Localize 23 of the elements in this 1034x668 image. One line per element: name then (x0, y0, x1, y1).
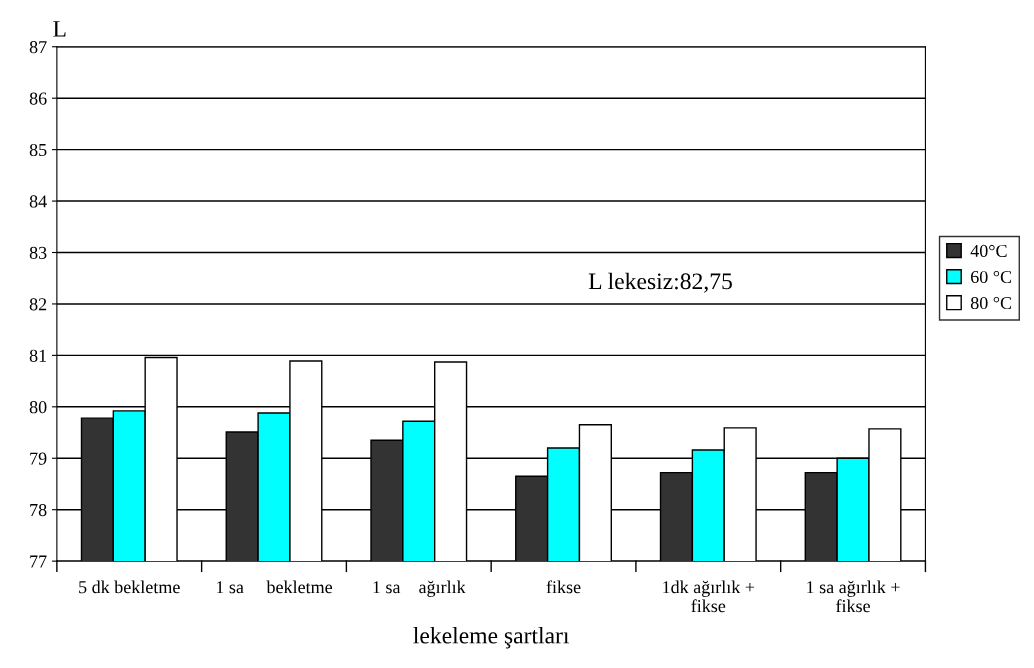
x-tick-label: fikse (546, 580, 581, 594)
legend-label: 80 °C (970, 296, 1012, 310)
y-axis-title: L (53, 21, 66, 37)
y-tick-label: 87 (29, 41, 47, 54)
x-tick-label: 1dk ağırlık + fikse (663, 580, 755, 613)
x-tick-label: 1 sa bekletme (216, 580, 333, 594)
y-tick-label: 86 (29, 92, 47, 105)
x-axis-title: lekeleme şartları (413, 626, 570, 649)
annotation: L lekesiz:82,75 (588, 272, 732, 293)
y-tick-label: 77 (30, 555, 47, 568)
y-tick-label: 84 (29, 195, 47, 208)
y-tick-label: 79 (30, 452, 47, 465)
y-tick-label: 83 (29, 246, 47, 259)
y-tick-label: 80 (29, 401, 47, 414)
y-tick-label: 82 (29, 298, 47, 311)
x-tick-label: 1 sa ağırlık + fikse (807, 580, 900, 613)
x-tick-label: 5 dk bekletme (79, 580, 180, 594)
legend-label: 60 °C (971, 270, 1012, 284)
y-tick-label: 81 (29, 349, 47, 362)
x-tick-label: 1 sa ağırlık (373, 580, 466, 597)
y-tick-label: 85 (29, 143, 47, 157)
y-tick-label: 78 (30, 503, 47, 517)
legend-label: 40°C (970, 244, 1007, 258)
